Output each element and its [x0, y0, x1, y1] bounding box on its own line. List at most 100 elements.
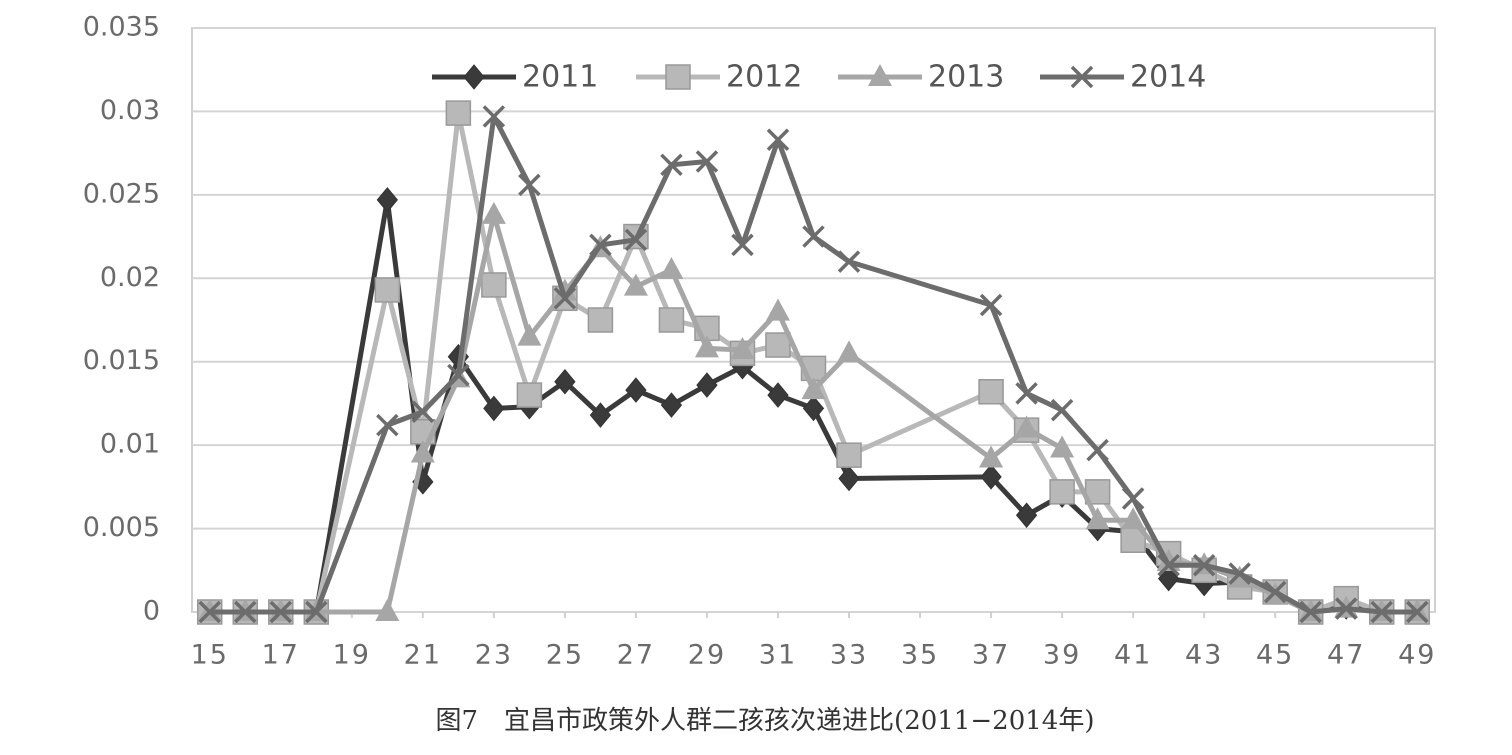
legend-item: 2014 — [1040, 60, 1206, 95]
data-point — [517, 323, 542, 346]
legend-label: 2013 — [928, 60, 1004, 95]
data-point — [696, 372, 718, 398]
data-point — [660, 153, 683, 177]
legend-marker — [463, 64, 485, 90]
x-tick-label: 33 — [830, 640, 868, 671]
data-point — [978, 378, 1004, 405]
x-tick-label: 23 — [475, 640, 513, 671]
x-tick-label: 25 — [546, 640, 584, 671]
data-point — [660, 392, 683, 418]
data-point — [731, 233, 754, 257]
x-tick-label: 21 — [404, 640, 442, 671]
legend-marker — [665, 64, 691, 90]
data-point — [1263, 580, 1287, 604]
data-point — [481, 272, 507, 298]
x-tick-label: 31 — [759, 640, 797, 671]
data-point — [625, 377, 647, 403]
y-tick-label: 0.025 — [83, 178, 160, 209]
data-point — [837, 340, 862, 363]
data-point — [1370, 600, 1393, 624]
legend-label: 2012 — [726, 60, 802, 95]
data-point — [837, 250, 861, 273]
data-point — [376, 413, 399, 437]
data-point — [1121, 507, 1146, 530]
x-tick-label: 17 — [262, 640, 300, 671]
legend-label: 2014 — [1130, 60, 1206, 95]
x-tick-label: 49 — [1398, 640, 1436, 671]
legend-item: 2012 — [636, 60, 802, 95]
x-tick-label: 19 — [333, 640, 371, 671]
y-tick-label: 0.01 — [100, 429, 160, 460]
data-point — [1406, 600, 1429, 624]
data-point — [1334, 597, 1358, 620]
data-point — [375, 599, 400, 621]
data-point — [980, 464, 1002, 490]
data-point — [269, 600, 293, 624]
x-tick-label: 29 — [688, 640, 726, 671]
data-point — [554, 368, 576, 395]
data-point — [1192, 554, 1216, 577]
legend-marker — [868, 64, 892, 86]
data-point — [447, 363, 470, 387]
data-point — [658, 307, 685, 333]
data-point — [198, 600, 221, 624]
legend-item: 2013 — [838, 60, 1004, 95]
x-tick-label: 27 — [617, 640, 655, 671]
data-point — [766, 128, 790, 152]
data-point — [979, 445, 1004, 468]
data-point — [1121, 487, 1145, 510]
data-point — [305, 600, 328, 624]
x-tick-label: 15 — [191, 640, 229, 671]
data-point — [695, 150, 719, 173]
x-tick-label: 35 — [901, 640, 939, 671]
data-point — [552, 278, 577, 301]
data-point — [979, 293, 1003, 317]
x-tick-label: 45 — [1256, 640, 1294, 671]
y-tick-label: 0 — [143, 596, 160, 627]
data-point — [374, 277, 401, 303]
x-tick-label: 47 — [1327, 640, 1365, 671]
y-tick-label: 0.03 — [100, 95, 160, 126]
data-point — [376, 187, 398, 213]
legend-label: 2011 — [522, 60, 598, 95]
y-tick-label: 0.005 — [83, 512, 160, 543]
x-tick-label: 39 — [1043, 640, 1081, 671]
data-point — [553, 287, 577, 310]
y-tick-label: 0.015 — [83, 345, 160, 376]
data-point — [1015, 502, 1038, 529]
data-point — [1086, 438, 1109, 462]
data-point — [1015, 382, 1038, 405]
data-point — [1228, 562, 1251, 585]
data-point — [836, 442, 862, 468]
data-point — [411, 400, 435, 424]
legend-marker — [1070, 65, 1094, 89]
data-point — [481, 201, 506, 224]
data-point — [1049, 479, 1075, 505]
data-point — [1085, 507, 1110, 530]
data-point — [624, 228, 648, 252]
data-point — [802, 225, 825, 248]
data-point — [234, 600, 257, 624]
data-point — [765, 298, 790, 321]
data-point — [587, 307, 614, 333]
data-point — [1227, 565, 1252, 588]
data-point — [445, 100, 472, 126]
data-point — [516, 382, 543, 408]
data-point — [765, 332, 791, 358]
data-point — [410, 440, 435, 463]
series — [199, 187, 1428, 625]
data-point — [623, 273, 648, 296]
data-point — [838, 465, 860, 492]
x-tick-label: 43 — [1185, 640, 1223, 671]
data-point — [1157, 554, 1180, 577]
x-tick-label: 37 — [972, 640, 1010, 671]
caption: 图7 宜昌市政策外人群二孩孩次递进比(2011−2014年) — [436, 706, 1095, 736]
data-point — [483, 395, 505, 422]
data-point — [482, 105, 506, 128]
data-point — [730, 337, 755, 360]
data-point — [694, 335, 719, 358]
data-point — [589, 233, 612, 257]
data-point — [767, 382, 789, 408]
data-point — [1050, 435, 1075, 458]
